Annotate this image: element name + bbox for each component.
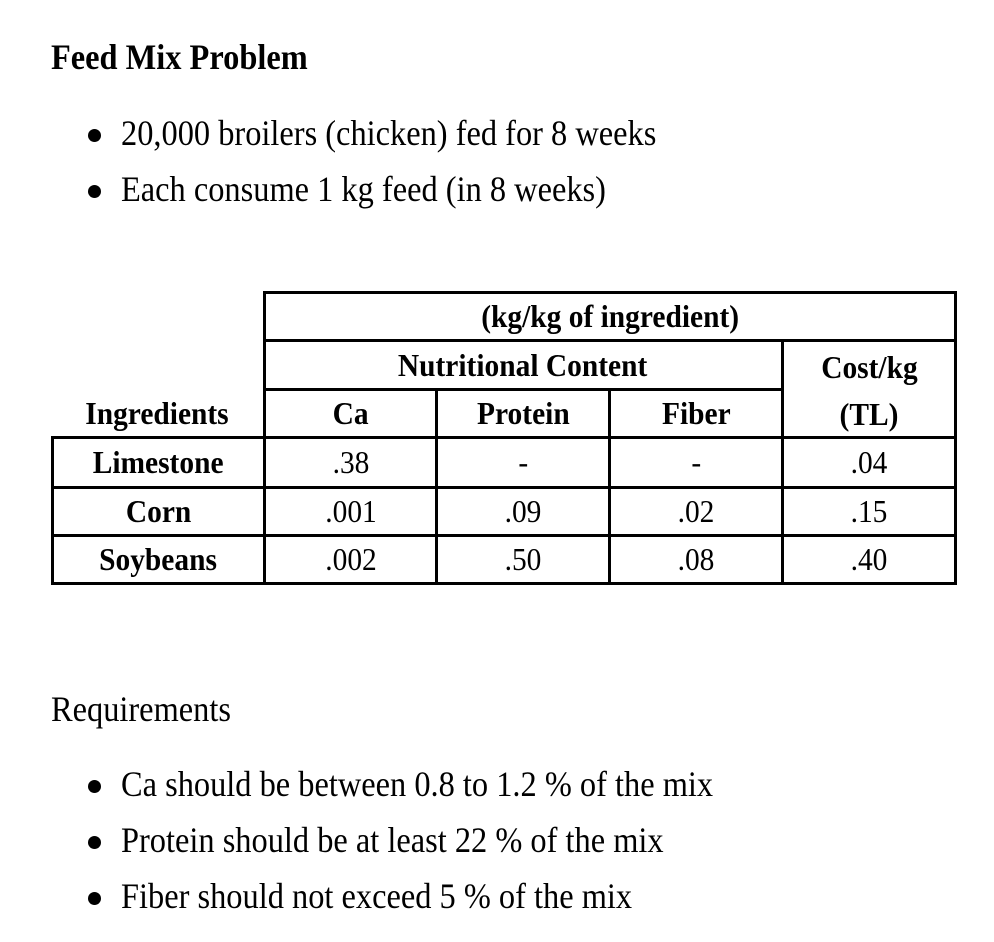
row-fiber: .08 bbox=[677, 541, 715, 577]
header-cost-line1: Cost/kg bbox=[820, 348, 918, 385]
requirement-item: Ca should be between 0.8 to 1.2 % of the… bbox=[121, 764, 714, 804]
row-cost: .15 bbox=[850, 493, 888, 529]
header-units: (kg/kg of ingredient) bbox=[481, 298, 739, 334]
bullet-icon bbox=[88, 129, 101, 142]
row-ingredient: Soybeans bbox=[99, 541, 218, 577]
intro-bullet: Each consume 1 kg feed (in 8 weeks) bbox=[121, 169, 606, 209]
header-ingredients: Ingredients bbox=[85, 395, 229, 431]
row-fiber: .02 bbox=[677, 493, 715, 529]
row-protein: .50 bbox=[504, 541, 542, 577]
row-ingredient: Limestone bbox=[93, 444, 224, 480]
header-cost-line2: (TL) bbox=[839, 395, 899, 432]
page-title: Feed Mix Problem bbox=[51, 37, 308, 77]
requirements-heading: Requirements bbox=[51, 689, 231, 729]
intro-bullet: 20,000 broilers (chicken) fed for 8 week… bbox=[121, 113, 657, 153]
row-cost: .40 bbox=[850, 541, 888, 577]
row-ingredient: Corn bbox=[125, 493, 192, 529]
row-protein: - bbox=[518, 444, 528, 480]
bullet-icon bbox=[88, 836, 101, 849]
row-ca: .38 bbox=[332, 444, 369, 480]
bullet-icon bbox=[88, 780, 101, 793]
row-fiber: - bbox=[691, 444, 701, 480]
row-ca: .002 bbox=[324, 541, 377, 577]
row-ca: .001 bbox=[324, 493, 377, 529]
requirement-item: Fiber should not exceed 5 % of the mix bbox=[121, 876, 633, 916]
bullet-icon bbox=[88, 892, 101, 905]
row-protein: .09 bbox=[504, 493, 542, 529]
row-cost: .04 bbox=[850, 444, 888, 480]
header-protein: Protein bbox=[476, 395, 570, 431]
requirement-item: Protein should be at least 22 % of the m… bbox=[121, 820, 664, 860]
header-ca: Ca bbox=[332, 395, 369, 431]
header-nutritional-content: Nutritional Content bbox=[398, 346, 648, 383]
header-fiber: Fiber bbox=[661, 395, 731, 431]
bullet-icon bbox=[88, 185, 101, 198]
